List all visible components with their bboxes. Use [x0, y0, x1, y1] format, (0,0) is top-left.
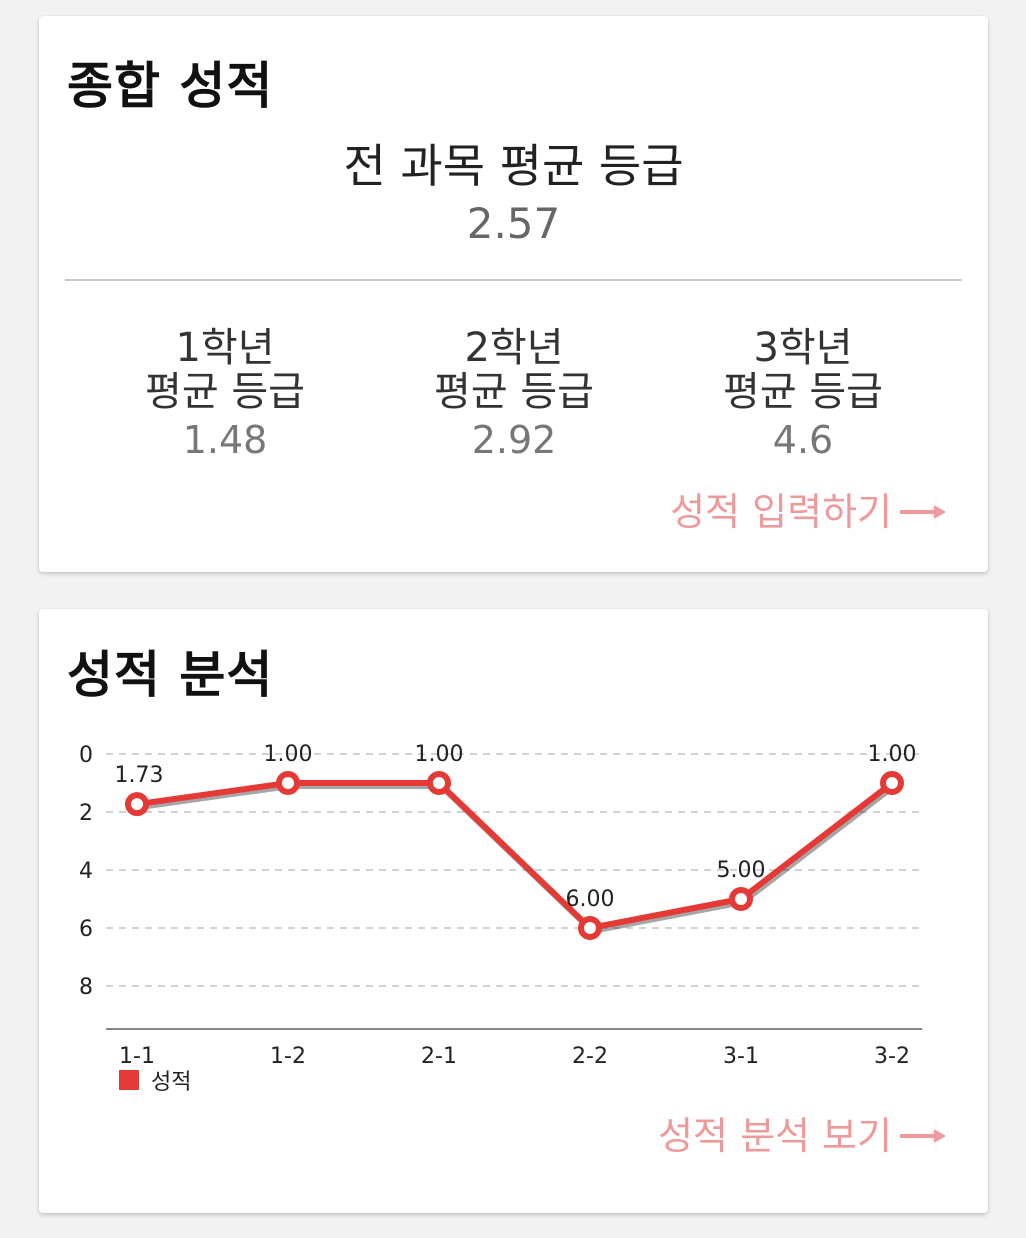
view-analysis-link[interactable]: 성적 분석 보기	[658, 1105, 948, 1160]
series-line	[136, 780, 894, 931]
data-label: 1.00	[264, 742, 313, 767]
grade-line-chart: 0 2 4 6 8 1-1 1-2 2-1 2-2 3-1 3-2 1.73 1.00 1.00 6.00 5…	[79, 742, 922, 1069]
y-tick-label: 4	[79, 859, 93, 884]
year-average-value: 4.6	[772, 418, 834, 462]
x-tick-label: 1-1	[119, 1044, 155, 1069]
x-tick-label: 2-1	[421, 1044, 457, 1069]
year-average-value: 2.92	[471, 418, 557, 462]
x-tick-label: 1-2	[270, 1044, 306, 1069]
data-label: 1.73	[115, 763, 164, 788]
view-analysis-link-label: 성적 분석 보기	[658, 1114, 892, 1158]
y-tick-label: 2	[79, 801, 93, 826]
analysis-card: 성적 분석 0 2 4 6 8 1-1 1-2 2-1 2-2 3-1 3-2 1.73 1.00 1.0…	[39, 609, 988, 1213]
data-label: 1.00	[868, 742, 917, 767]
y-tick-label: 8	[79, 975, 93, 1000]
overall-average-value: 2.57	[466, 199, 561, 248]
data-label: 1.00	[415, 742, 464, 767]
y-tick-label: 6	[79, 917, 93, 942]
year-name: 2학년	[464, 325, 564, 371]
divider	[65, 279, 962, 281]
chart-legend: 성적	[119, 1064, 191, 1096]
data-point	[276, 771, 300, 795]
year-name: 1학년	[175, 325, 275, 371]
year-average-label: 평균 등급	[723, 369, 883, 415]
year-average-label: 평균 등급	[145, 369, 305, 415]
data-point	[427, 771, 451, 795]
x-tick-label: 3-2	[874, 1044, 910, 1069]
legend-swatch	[119, 1070, 139, 1090]
year-1-average: 1학년 평균 등급 1.48	[75, 326, 375, 466]
overall-average-label: 전 과목 평균 등급	[343, 139, 684, 193]
legend-label: 성적	[151, 1070, 192, 1095]
analysis-title: 성적 분석	[67, 646, 274, 704]
year-average-value: 1.48	[182, 418, 268, 462]
summary-card: 종합 성적 전 과목 평균 등급 2.57 1학년 평균 등급 1.48 2학년…	[39, 16, 988, 572]
data-point	[729, 887, 753, 911]
data-point	[578, 916, 602, 940]
enter-grades-link[interactable]: 성적 입력하기	[670, 481, 948, 536]
summary-title: 종합 성적	[67, 57, 274, 115]
year-name: 3학년	[753, 325, 853, 371]
enter-grades-link-label: 성적 입력하기	[670, 490, 892, 534]
data-label: 6.00	[566, 887, 615, 912]
right-arrow-icon	[898, 1111, 948, 1155]
y-tick-label: 0	[79, 743, 93, 768]
x-tick-label: 2-2	[572, 1044, 608, 1069]
data-point	[880, 771, 904, 795]
right-arrow-icon	[898, 487, 948, 531]
year-2-average: 2학년 평균 등급 2.92	[364, 326, 664, 466]
overall-average: 전 과목 평균 등급 2.57	[39, 138, 988, 252]
data-label: 5.00	[717, 858, 766, 883]
year-average-label: 평균 등급	[434, 369, 594, 415]
x-tick-label: 3-1	[723, 1044, 759, 1069]
data-point	[125, 792, 149, 817]
year-3-average: 3학년 평균 등급 4.6	[653, 326, 953, 466]
